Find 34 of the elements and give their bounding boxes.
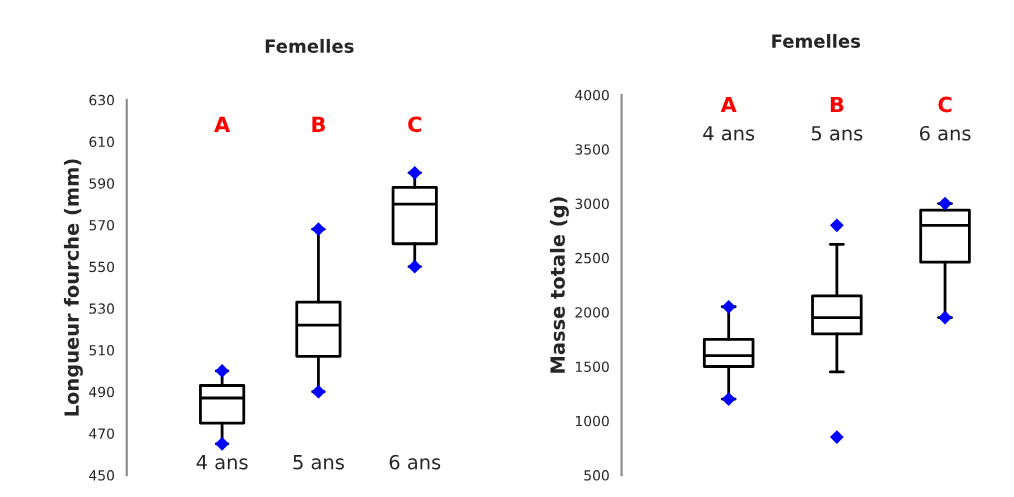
annotation: A <box>720 96 737 113</box>
annotation: C <box>938 96 952 113</box>
y-tick-label: 4000 <box>575 89 609 101</box>
x-tick-label: 4 ans <box>703 126 755 141</box>
y-tick-label: 2500 <box>575 252 609 264</box>
y-tick-label: 550 <box>89 261 115 273</box>
x-tick-label: 4 ans <box>196 455 248 470</box>
annotation: B <box>312 116 325 132</box>
x-tick-label: 6 ans <box>919 125 971 141</box>
annotation: A <box>214 116 231 132</box>
y-tick-label: 630 <box>89 94 115 106</box>
annotation: C <box>408 116 422 133</box>
chart-title: Femelles <box>265 38 354 53</box>
y-tick-label: 500 <box>584 470 609 481</box>
x-tick-label: 6 ans <box>389 454 441 470</box>
y-tick-label: 1500 <box>575 361 609 372</box>
y-axis-title: Masse totale (g) <box>549 197 569 373</box>
y-tick-label: 450 <box>89 470 115 481</box>
y-tick-label: 1000 <box>575 415 609 427</box>
y-axis-title: Longueur fourche (mm) <box>63 159 83 416</box>
y-tick-label: 2000 <box>575 307 609 318</box>
y-tick-label: 590 <box>89 178 115 189</box>
y-tick-label: 3500 <box>575 144 609 155</box>
y-tick-label: 470 <box>89 428 115 439</box>
chart-title: Femelles <box>772 33 861 48</box>
y-tick-label: 510 <box>89 345 115 356</box>
x-tick-label: 5 ans <box>811 126 863 141</box>
y-tick-label: 610 <box>89 136 115 148</box>
y-tick-label: 490 <box>89 386 115 398</box>
y-tick-label: 570 <box>89 219 115 231</box>
y-tick-label: 530 <box>89 303 115 314</box>
annotation: B <box>830 96 844 113</box>
x-tick-label: 5 ans <box>293 455 344 470</box>
y-tick-label: 3000 <box>575 198 609 210</box>
